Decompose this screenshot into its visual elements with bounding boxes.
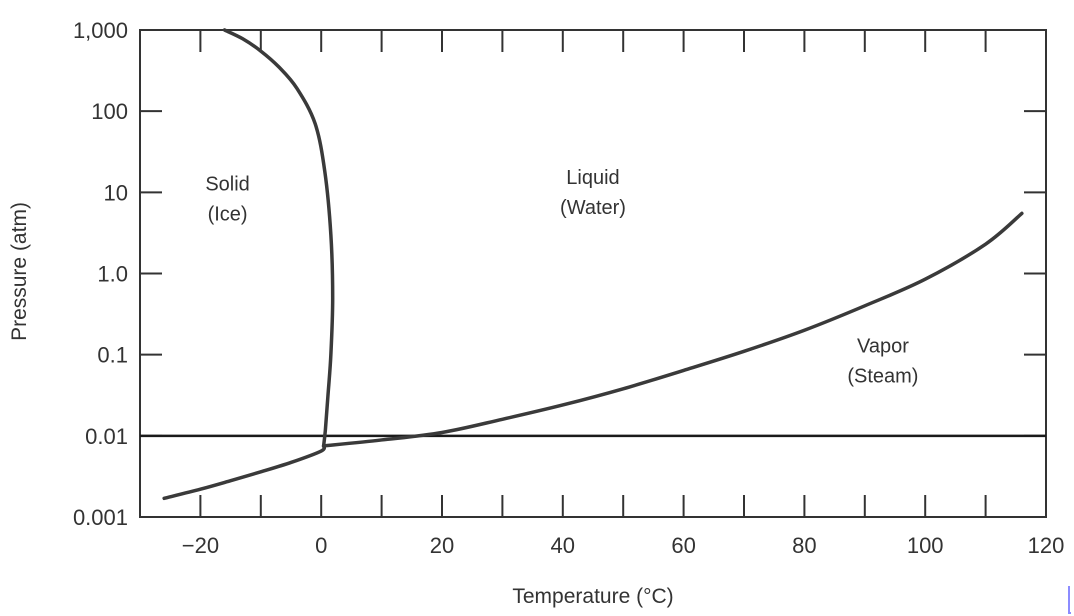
x-axis-title: Temperature (°C) [512,585,673,608]
y-tick-label: 1,000 [73,18,128,43]
curve-solid-liquid [222,28,335,448]
x-tick-label: 120 [1028,533,1065,558]
y-tick-label: 100 [91,99,128,124]
y-tick-label: 1.0 [97,262,128,287]
y-axis-title: Pressure (atm) [8,202,31,341]
x-tick-label: 40 [551,533,575,558]
x-tick-label: 100 [907,533,944,558]
region-label-liquid: Liquid [566,167,619,189]
plot-frame [139,29,1047,518]
region-label-liquid: (Water) [560,197,626,219]
y-tick-label: 0.01 [85,424,128,449]
x-tick-label: −20 [182,533,219,558]
curve-liquid-vapor [321,211,1024,448]
x-tick-label: 0 [315,533,327,558]
region-label-vapor: Vapor [857,336,909,358]
curve-solid-vapor [162,444,327,501]
x-tick-label: 80 [792,533,816,558]
plot-layer: −20 0 20 40 60 80 100 120 0.001 0.01 0.1 1.0 10 100 1,… [8,18,1064,608]
region-label-solid: (Ice) [208,203,248,225]
y-tick-label: 0.001 [73,505,128,530]
corner-mark [1068,586,1071,614]
y-tick-label: 0.1 [97,343,128,368]
x-tick-label: 20 [430,533,454,558]
region-label-vapor: (Steam) [847,366,918,388]
y-tick-label: 10 [104,180,128,205]
x-tick-label: 60 [671,533,695,558]
region-label-solid: Solid [205,173,249,195]
